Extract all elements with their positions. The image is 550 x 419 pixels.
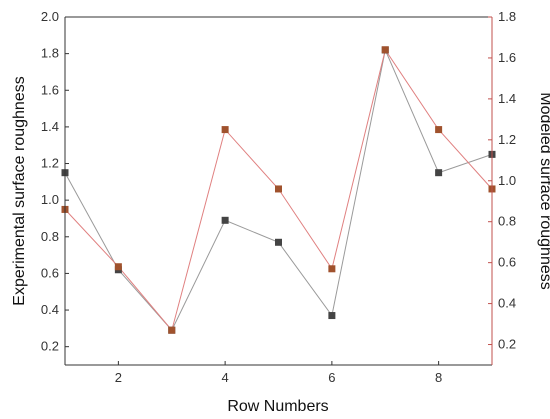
- y-left-tick-label-7: 1.6: [41, 82, 59, 97]
- series-2-marker-2: [114, 263, 122, 271]
- x-tick-label-3: 8: [435, 370, 442, 385]
- y-right-tick-label-5: 1.2: [498, 132, 516, 147]
- x-tick-label-0: 2: [115, 370, 122, 385]
- axes-layer: 0.2 0.4 0.6 0.8 1.0 1.2 1.4 1.6 1.8 2.0 0.2 0.4 0.6 0…: [41, 9, 516, 385]
- series-1-marker-8: [435, 169, 443, 177]
- y-left-tick-label-1: 0.4: [41, 302, 59, 317]
- y-axis-right-title: Modeled surface roughness: [537, 92, 550, 289]
- y-left-tick-label-6: 1.4: [41, 119, 59, 134]
- series-2-marker-5: [275, 185, 282, 193]
- series-1-marker-5: [275, 238, 282, 246]
- y-left-tick-label-9: 2.0: [41, 9, 59, 24]
- y-right-tick-label-8: 1.8: [498, 9, 516, 24]
- series-2-marker-7: [381, 46, 389, 54]
- y-left-tick-label-8: 1.8: [41, 46, 59, 61]
- y-left-tick-label-3: 0.8: [41, 229, 59, 244]
- series-1-marker-6: [328, 312, 336, 320]
- y-left-tick-label-4: 1.0: [41, 192, 59, 207]
- y-right-tick-label-2: 0.6: [498, 255, 516, 270]
- x-axis-title: Row Numbers: [227, 398, 328, 415]
- y-left-tick-label-2: 0.6: [41, 265, 59, 280]
- x-tick-label-2: 6: [328, 370, 335, 385]
- y-right-tick-label-6: 1.4: [498, 91, 516, 106]
- series-2-marker-4: [221, 126, 229, 134]
- y-axis-left-title: Experimental surface roughness: [11, 76, 28, 305]
- series-2-marker-8: [435, 126, 443, 134]
- series-2-marker-6: [328, 265, 336, 273]
- series-2-marker-3: [168, 326, 176, 334]
- y-right-tick-label-3: 0.8: [498, 214, 516, 229]
- y-right-tick-label-4: 1.0: [498, 173, 516, 188]
- series-1-marker-4: [221, 216, 229, 224]
- x-tick-label-1: 4: [222, 370, 229, 385]
- y-right-tick-label-0: 0.2: [498, 337, 516, 352]
- y-left-tick-label-0: 0.2: [41, 339, 59, 354]
- y-left-tick-label-5: 1.2: [41, 156, 59, 171]
- y-right-tick-label-1: 0.4: [498, 296, 516, 311]
- y-right-tick-label-7: 1.6: [498, 50, 516, 65]
